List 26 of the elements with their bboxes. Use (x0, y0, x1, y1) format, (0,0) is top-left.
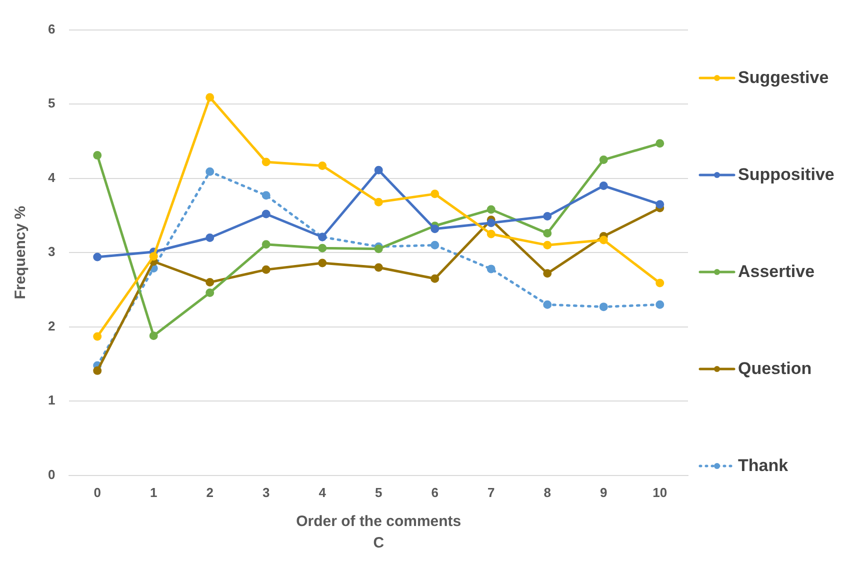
y-axis-title: Frequency % (12, 206, 30, 300)
x-tick-label: 0 (94, 484, 101, 500)
x-tick-label: 10 (652, 484, 668, 500)
legend-label: Suggestive (738, 68, 829, 88)
y-tick-label: 0 (48, 466, 56, 482)
y-tick-label: 1 (48, 392, 56, 408)
text: C (373, 534, 384, 552)
y-tick-label: 3 (48, 244, 56, 260)
x-tick-label: 7 (488, 484, 495, 500)
x-tick-label: 1 (150, 484, 158, 500)
legend-label: Question (738, 359, 812, 379)
x-tick-label: 6 (431, 484, 438, 500)
x-tick-label: 4 (318, 484, 327, 500)
y-tick-label: 2 (48, 318, 56, 334)
legend-label: Thank (738, 456, 788, 476)
x-tick-label: 3 (262, 484, 270, 500)
y-tick-label: 5 (48, 96, 56, 111)
legend-label: Suppositive (738, 165, 834, 185)
legend-label: Assertive (738, 262, 815, 282)
y-tick-label: 6 (48, 21, 56, 36)
x-axis-title: Order of the comments (296, 513, 462, 530)
x-tick-label: 8 (544, 484, 551, 500)
y-tick-label: 4 (48, 170, 56, 185)
x-tick-label: 5 (375, 484, 382, 500)
x-tick-label: 2 (206, 484, 214, 500)
x-tick-label: 9 (600, 484, 608, 500)
